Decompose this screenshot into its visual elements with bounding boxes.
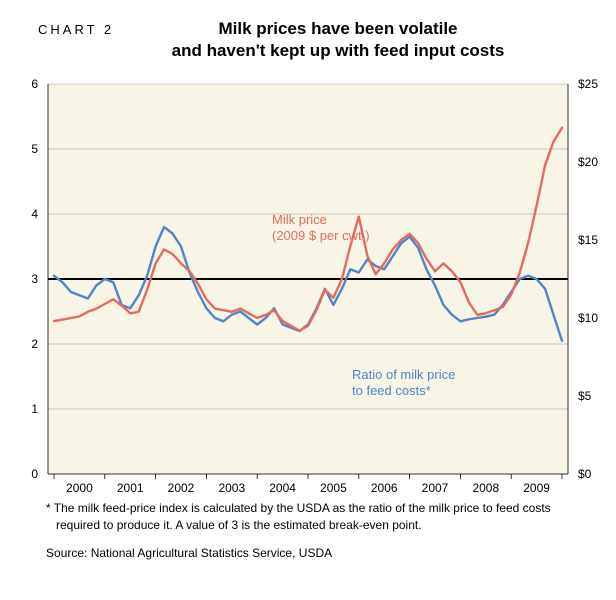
chart-plot-area: 0123456$0$5$10$15$20$2520002001200220032… — [48, 84, 568, 474]
y-left-tick: 6 — [31, 77, 38, 91]
y-right-tick: $5 — [578, 389, 592, 403]
x-tick-label: 2000 — [66, 481, 93, 495]
x-tick-label: 2005 — [320, 481, 347, 495]
y-right-tick: $20 — [578, 155, 598, 169]
chart-svg: 0123456$0$5$10$15$20$2520002001200220032… — [48, 84, 568, 474]
y-left-tick: 5 — [31, 142, 38, 156]
y-right-tick: $15 — [578, 233, 598, 247]
series-label-ratio: to feed costs* — [352, 383, 431, 398]
y-right-tick: $0 — [578, 467, 592, 481]
y-left-tick: 3 — [31, 272, 38, 286]
title-line-1: Milk prices have been volatile — [218, 19, 457, 38]
y-left-tick: 1 — [31, 402, 38, 416]
series-label-milk_price: Milk price — [272, 212, 327, 227]
x-tick-label: 2006 — [371, 481, 398, 495]
x-tick-label: 2009 — [523, 481, 550, 495]
series-label-milk_price: (2009 $ per cwt.) — [272, 228, 370, 243]
y-right-tick: $25 — [578, 77, 598, 91]
series-label-ratio: Ratio of milk price — [352, 367, 455, 382]
x-tick-label: 2002 — [168, 481, 195, 495]
y-right-tick: $10 — [578, 311, 598, 325]
chart-title: Milk prices have been volatile and haven… — [128, 18, 548, 62]
y-left-tick: 0 — [31, 467, 38, 481]
source-text: Source: National Agricultural Statistics… — [46, 545, 570, 562]
x-tick-label: 2007 — [422, 481, 449, 495]
footnote-text: * The milk feed-price index is calculate… — [46, 500, 570, 535]
x-tick-label: 2008 — [472, 481, 499, 495]
x-tick-label: 2003 — [218, 481, 245, 495]
title-line-2: and haven't kept up with feed input cost… — [172, 41, 505, 60]
y-left-tick: 4 — [31, 207, 38, 221]
chart-number-label: CHART 2 — [38, 22, 114, 37]
x-tick-label: 2001 — [117, 481, 144, 495]
y-left-tick: 2 — [31, 337, 38, 351]
x-tick-label: 2004 — [269, 481, 296, 495]
